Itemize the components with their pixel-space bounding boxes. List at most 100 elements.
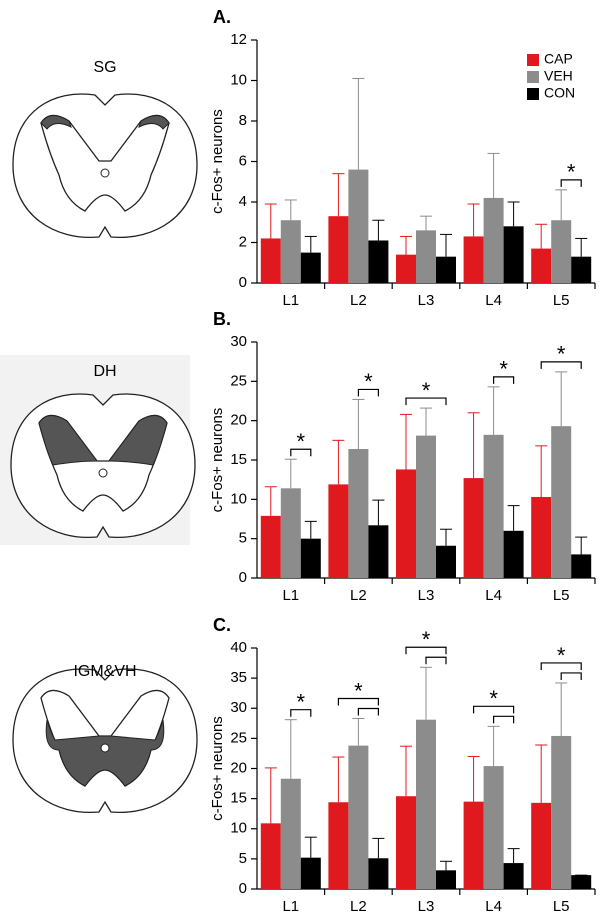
bar: [348, 169, 369, 283]
bar: [571, 554, 592, 578]
bar: [483, 197, 504, 283]
bar: [300, 538, 321, 578]
significance-bracket: [290, 709, 312, 717]
bar: [483, 434, 504, 578]
panel-label: C.: [213, 615, 231, 635]
error-bar: [332, 439, 345, 485]
x-tick-label: L4: [485, 898, 502, 915]
bar: [348, 448, 369, 578]
error-bar: [400, 745, 412, 797]
y-tick-label: 15: [230, 451, 247, 468]
significance-bracket: [540, 361, 582, 369]
y-tick-label: 12: [230, 31, 247, 48]
error-bar: [507, 201, 520, 227]
bar: [300, 252, 321, 283]
cord-diagram-sg: [12, 93, 198, 239]
bar: [436, 545, 456, 578]
significance-star: *: [297, 690, 306, 715]
bar: [503, 530, 524, 578]
legend-swatch: [527, 54, 539, 66]
significance-bracket: [560, 179, 582, 187]
error-bar: [304, 836, 317, 858]
bar: [328, 484, 349, 578]
panel-label: B.: [213, 309, 231, 329]
error-bar: [575, 237, 588, 257]
y-axis-label: c-Fos+ neurons: [209, 109, 226, 214]
x-tick-label: L1: [282, 292, 299, 309]
error-bar: [264, 767, 277, 824]
error-bar: [535, 223, 548, 249]
significance-star: *: [297, 429, 306, 454]
bar: [483, 766, 504, 889]
y-tick-label: 0: [239, 569, 247, 586]
x-tick-label: L2: [350, 898, 367, 915]
legend-swatch: [527, 88, 539, 100]
error-bar: [284, 199, 297, 221]
error-bar: [555, 371, 568, 427]
bar: [396, 796, 416, 889]
significance-bracket: [290, 448, 312, 457]
legend-swatch: [527, 71, 539, 83]
x-tick-label: L1: [282, 898, 299, 915]
bar: [300, 857, 321, 889]
significance-bracket: [357, 388, 379, 397]
significance-bracket: [425, 656, 447, 665]
error-bar: [507, 848, 520, 864]
bar: [260, 823, 281, 889]
error-bar: [555, 682, 568, 736]
bar: [436, 870, 456, 889]
significance-bracket: [493, 376, 515, 384]
significance-star: *: [422, 378, 431, 403]
x-tick-label: L2: [350, 292, 367, 309]
bar: [396, 254, 416, 283]
bar: [368, 525, 389, 578]
bar: [328, 216, 349, 283]
error-bar: [264, 203, 277, 239]
error-bar: [400, 413, 412, 470]
x-tick-label: L3: [418, 292, 435, 309]
significance-bracket: [540, 662, 582, 670]
error-bar: [555, 189, 568, 221]
y-tick-label: 2: [239, 233, 247, 250]
bar: [531, 802, 552, 889]
error-bar: [284, 458, 297, 489]
x-tick-label: L3: [418, 898, 435, 915]
y-tick-label: 0: [239, 274, 247, 291]
significance-star: *: [489, 686, 498, 711]
error-bar: [487, 386, 500, 435]
error-bar: [467, 412, 480, 479]
legend-label: CON: [544, 85, 575, 101]
error-bar: [440, 860, 452, 871]
bar: [571, 875, 592, 889]
region-label: SG: [93, 59, 116, 76]
y-tick-label: 10: [230, 490, 247, 507]
bar: [368, 240, 389, 283]
bar: [260, 515, 281, 578]
bar: [503, 863, 524, 889]
bar: [280, 220, 301, 283]
x-tick-label: L5: [553, 587, 570, 604]
y-tick-label: 5: [239, 530, 247, 547]
bar: [416, 230, 436, 283]
y-tick-label: 10: [230, 71, 247, 88]
bar: [348, 745, 369, 889]
y-tick-label: 0: [239, 880, 247, 897]
significance-star: *: [567, 160, 576, 185]
significance-bracket: [405, 397, 447, 406]
y-tick-label: 25: [230, 372, 247, 389]
error-bar: [400, 235, 412, 255]
y-tick-label: 15: [230, 790, 247, 807]
significance-star: *: [557, 342, 566, 367]
bar: [531, 496, 552, 578]
x-tick-label: L4: [485, 587, 502, 604]
y-tick-label: 4: [239, 193, 247, 210]
significance-star: *: [354, 678, 363, 703]
significance-star: *: [499, 357, 508, 382]
error-bar: [507, 505, 520, 531]
error-bar: [332, 756, 345, 803]
error-bar: [372, 837, 385, 859]
bar: [280, 488, 301, 578]
bar: [551, 735, 572, 889]
cord-diagram-dh: [10, 393, 196, 539]
